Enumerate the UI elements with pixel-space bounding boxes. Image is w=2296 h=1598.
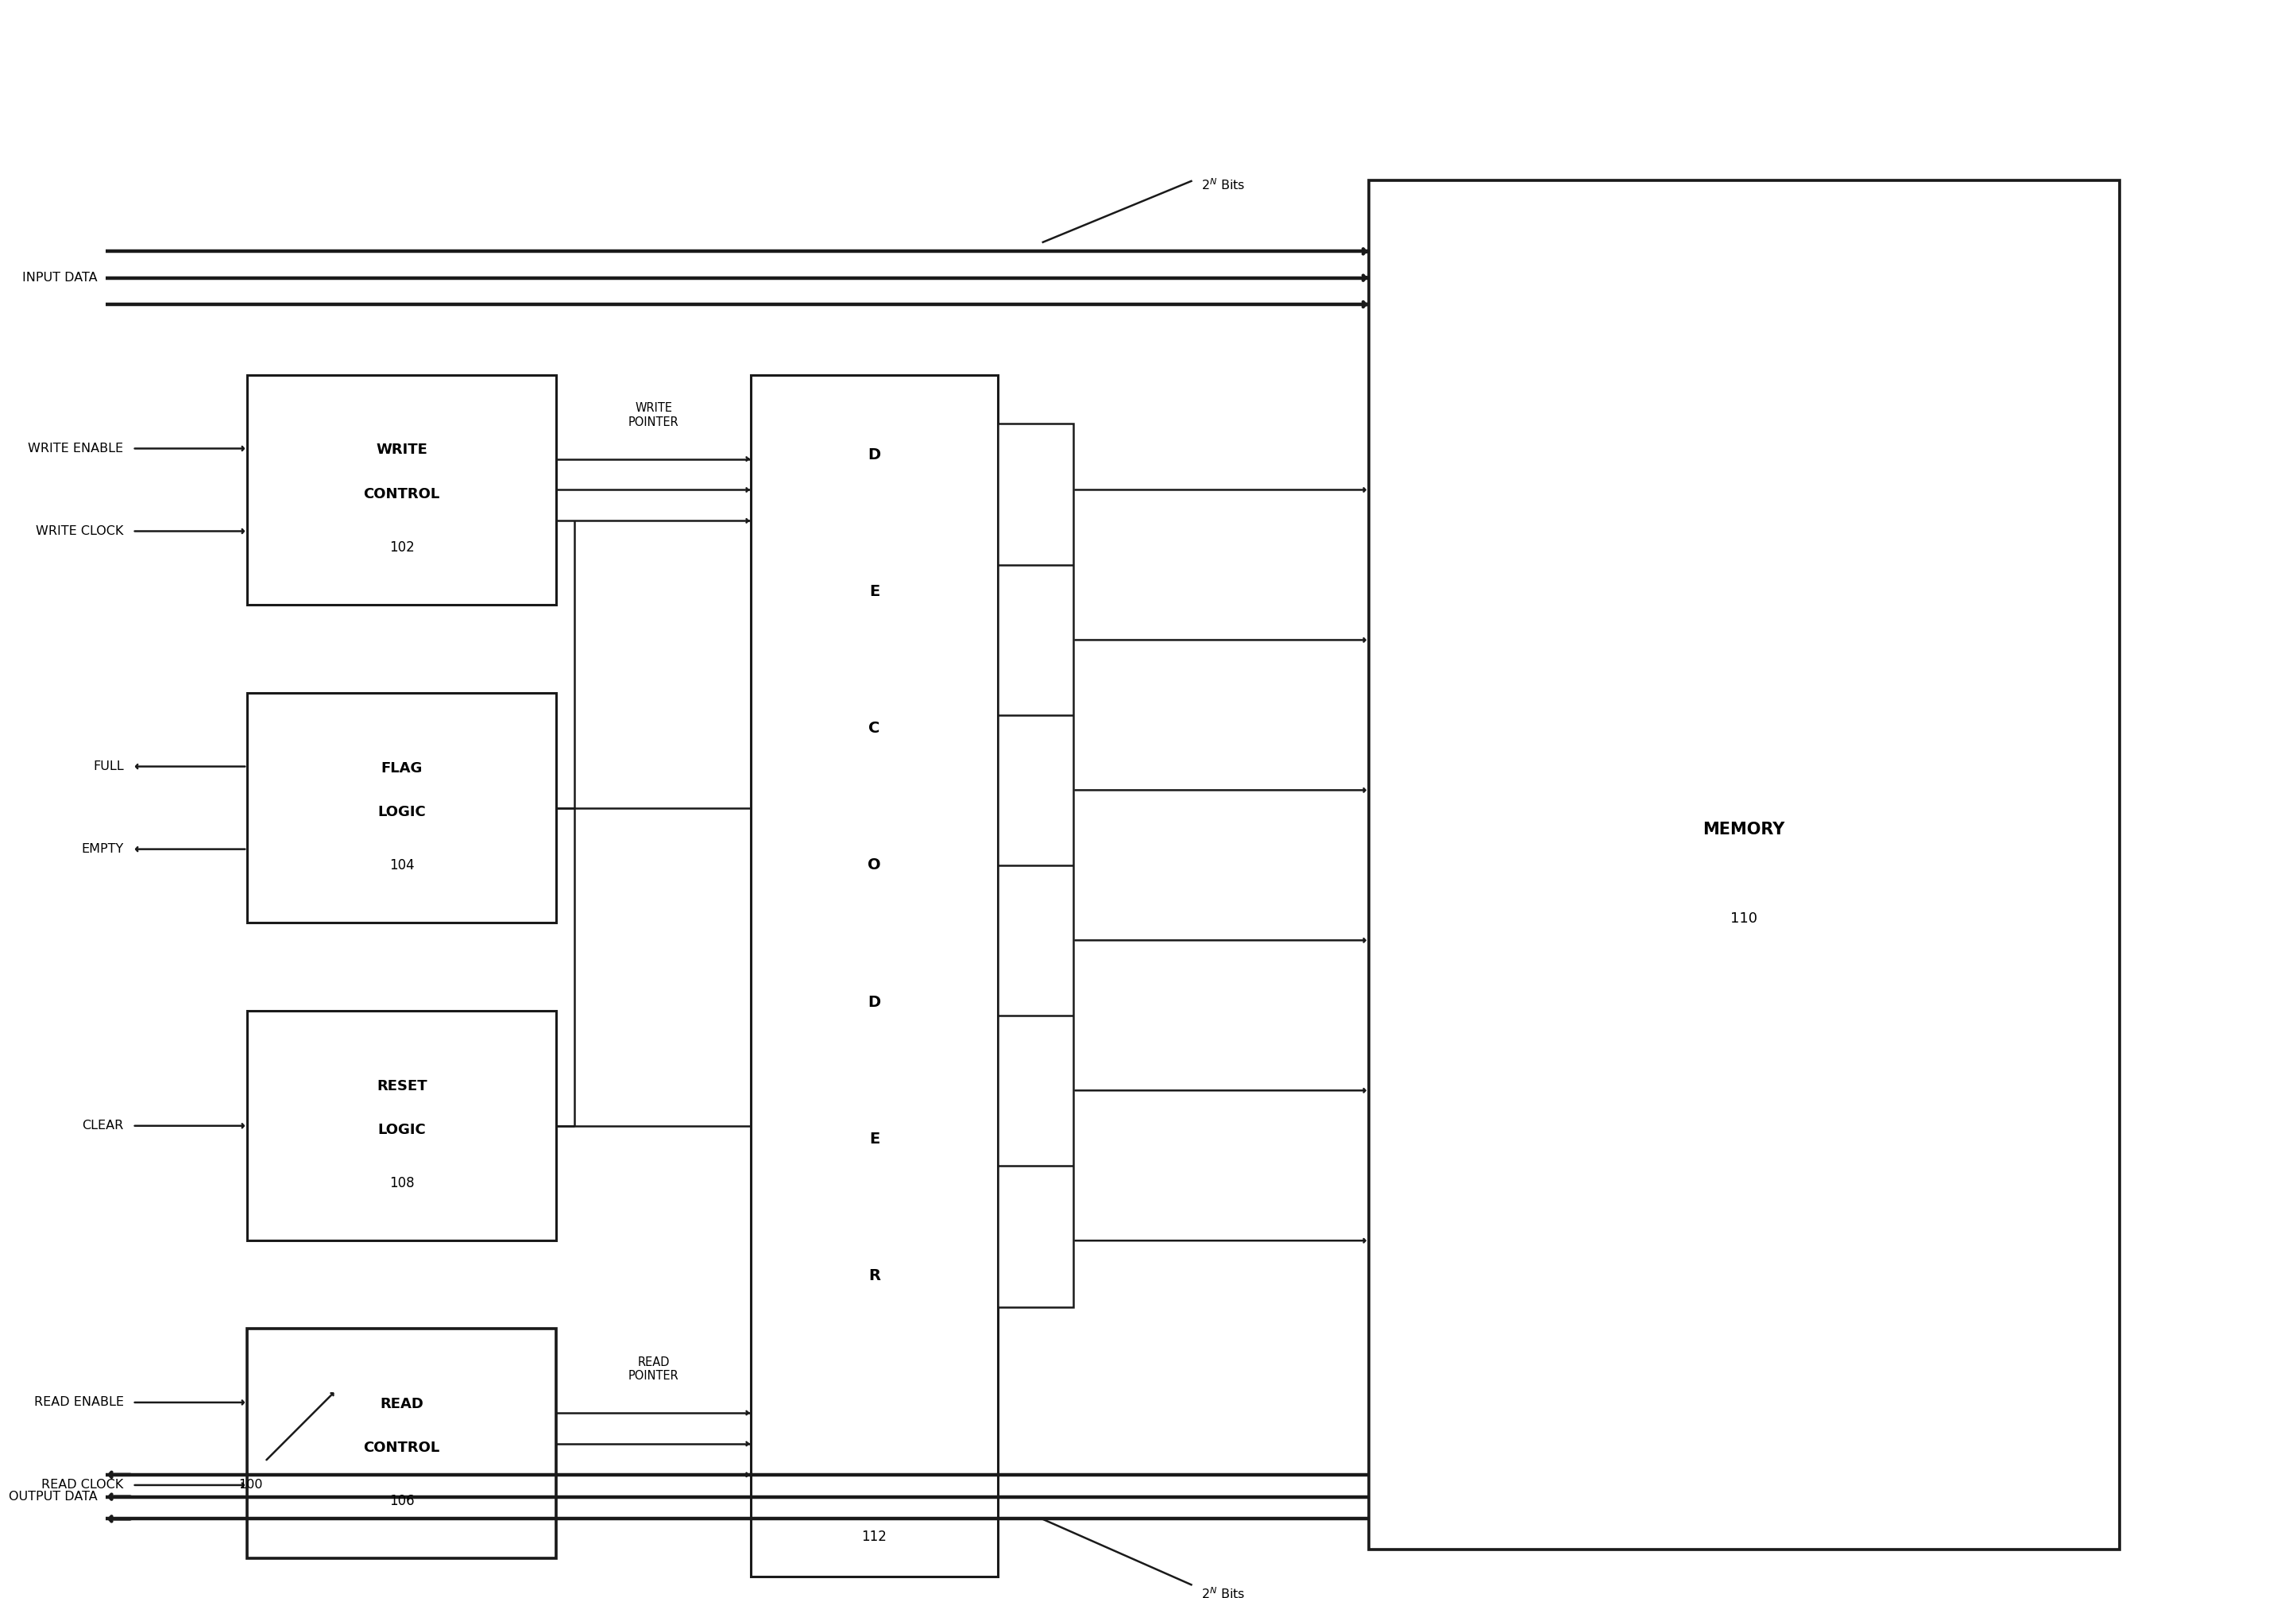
Text: CONTROL: CONTROL xyxy=(363,1441,441,1456)
Text: OUTPUT DATA: OUTPUT DATA xyxy=(9,1491,96,1502)
Bar xyxy=(248,1330,556,1558)
Text: 102: 102 xyxy=(390,540,413,555)
Text: INPUT DATA: INPUT DATA xyxy=(23,272,96,284)
Text: D: D xyxy=(868,994,882,1010)
Text: WRITE: WRITE xyxy=(377,443,427,457)
Text: 106: 106 xyxy=(390,1494,413,1509)
Text: CLEAR: CLEAR xyxy=(83,1120,124,1131)
Text: READ ENABLE: READ ENABLE xyxy=(34,1397,124,1408)
Text: CONTROL: CONTROL xyxy=(363,487,441,502)
Text: $2^N$ Bits: $2^N$ Bits xyxy=(1201,1587,1244,1598)
Text: 100: 100 xyxy=(239,1480,262,1491)
Bar xyxy=(248,1012,556,1240)
Text: WRITE CLOCK: WRITE CLOCK xyxy=(37,526,124,537)
Text: READ: READ xyxy=(381,1397,422,1411)
Bar xyxy=(248,376,556,604)
Text: FULL: FULL xyxy=(92,761,124,772)
Text: 104: 104 xyxy=(390,858,413,873)
Text: R: R xyxy=(868,1269,879,1283)
Text: WRITE ENABLE: WRITE ENABLE xyxy=(28,443,124,454)
Text: 110: 110 xyxy=(1731,911,1756,925)
Text: 108: 108 xyxy=(390,1176,413,1191)
Text: O: O xyxy=(868,858,882,873)
Text: 112: 112 xyxy=(861,1529,886,1544)
Bar xyxy=(999,423,1072,1307)
Text: RESET: RESET xyxy=(377,1079,427,1093)
Text: E: E xyxy=(868,583,879,599)
Text: D: D xyxy=(868,447,882,462)
Text: LOGIC: LOGIC xyxy=(377,1123,427,1138)
Bar xyxy=(248,694,556,922)
Bar xyxy=(751,376,999,1576)
Text: FLAG: FLAG xyxy=(381,761,422,775)
Text: WRITE
POINTER: WRITE POINTER xyxy=(629,403,680,428)
Text: C: C xyxy=(868,721,879,737)
Bar xyxy=(1368,181,2119,1550)
Text: READ
POINTER: READ POINTER xyxy=(629,1357,680,1382)
Text: MEMORY: MEMORY xyxy=(1704,821,1786,837)
Text: LOGIC: LOGIC xyxy=(377,805,427,820)
Text: $2^N$ Bits: $2^N$ Bits xyxy=(1201,177,1244,193)
Text: READ CLOCK: READ CLOCK xyxy=(41,1480,124,1491)
Text: EMPTY: EMPTY xyxy=(80,844,124,855)
Text: E: E xyxy=(868,1131,879,1147)
